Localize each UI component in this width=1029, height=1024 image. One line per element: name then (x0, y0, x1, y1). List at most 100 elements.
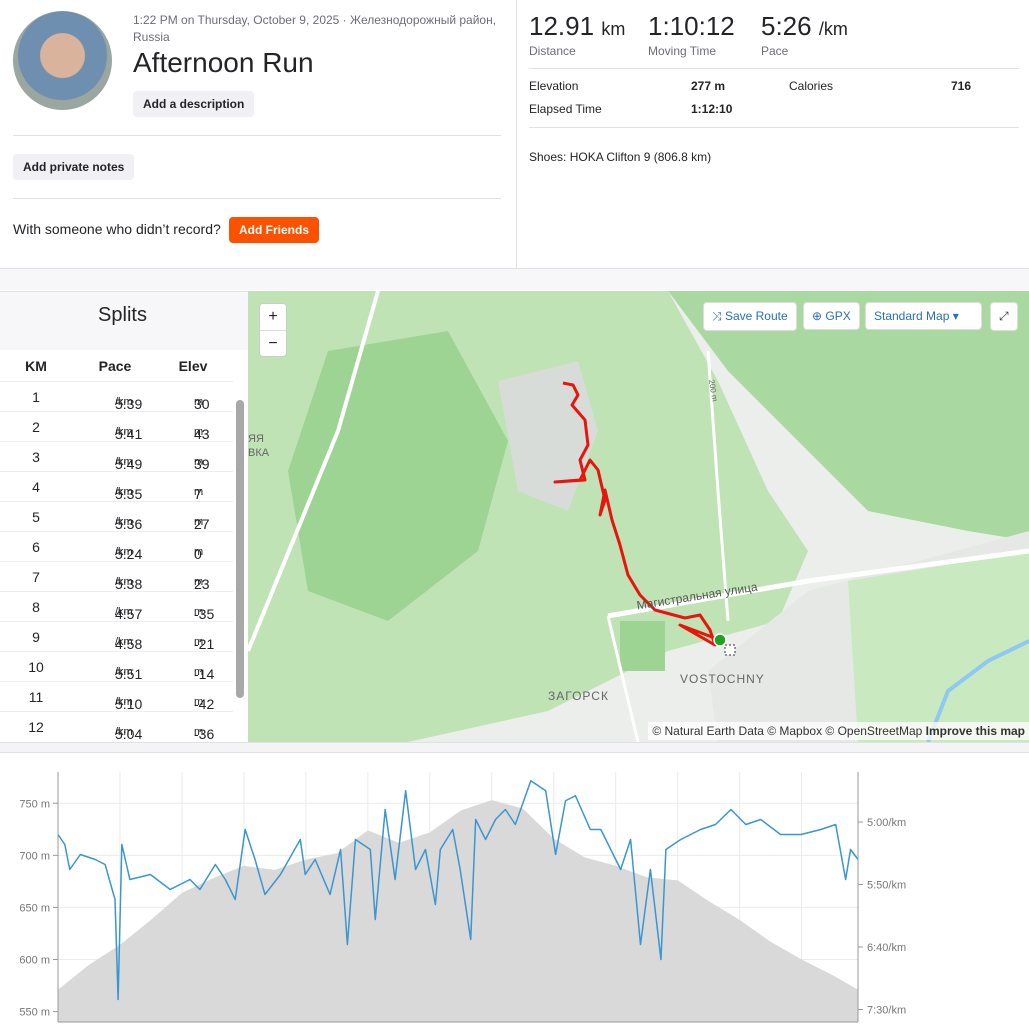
split-pace-value: 5:10 (115, 696, 143, 712)
divider (516, 0, 517, 268)
y-tick-label: 600 m (19, 955, 50, 967)
resize-handle[interactable] (0, 742, 1029, 753)
gap (0, 269, 1029, 290)
split-km: 3 (32, 449, 40, 465)
divider (0, 268, 1029, 269)
add-description-button[interactable]: Add a description (133, 91, 255, 117)
split-pace-unit: /km (115, 546, 133, 558)
y2-tick-label: 7:30/km (867, 1005, 906, 1017)
split-pace-unit: /km (115, 636, 133, 648)
stat-number: 1:10:12 (648, 11, 735, 41)
gpx-button[interactable]: ⊕ GPX (804, 303, 859, 329)
split-pace-value: 5:51 (115, 666, 143, 682)
stat-value: 716 (951, 79, 972, 93)
start-marker (713, 633, 727, 647)
stat-unit: /km (818, 19, 848, 39)
split-pace-unit: /km (115, 426, 133, 438)
scrollbar[interactable] (236, 400, 244, 698)
split-elev-value: -42 (194, 696, 215, 712)
map-label: ЗАГОРСК (548, 689, 609, 703)
split-elev-unit: m (194, 396, 204, 408)
improve-map-link[interactable]: Improve this map (925, 724, 1025, 738)
split-pace-value: 5:38 (115, 576, 143, 592)
split-km: 6 (32, 539, 40, 555)
private-notes-button[interactable]: Add private notes (13, 154, 135, 180)
map-label: ЯЯ (248, 433, 264, 445)
y-tick-label: 750 m (19, 798, 50, 810)
splits-column-header: Pace (98, 358, 132, 374)
split-pace-unit: /km (115, 396, 133, 408)
split-row: 3 5:49 /km 39 m (0, 441, 233, 472)
split-pace-unit: /km (115, 456, 133, 468)
split-elev-value: 0 (194, 546, 202, 562)
stat-value: 5:26 /km (761, 11, 848, 42)
split-row: 10 5:51 /km -14 m (0, 651, 233, 682)
y-tick-label: 550 m (19, 1007, 50, 1019)
split-pace-value: 5:04 (115, 726, 143, 742)
split-elev-value: 7 (194, 486, 202, 502)
split-row: 12 5:04 /km -36 m (0, 711, 233, 742)
y2-tick-label: 6:40/km (867, 942, 906, 954)
split-pace-unit: /km (115, 606, 133, 618)
stat-unit: km (601, 19, 626, 39)
split-row: 4 5:35 /km 7 m (0, 471, 233, 502)
split-elev-unit: m (194, 726, 204, 738)
split-pace-value: 5:41 (115, 426, 143, 442)
split-row: 2 5:41 /km 43 m (0, 411, 233, 442)
split-pace-unit: /km (115, 726, 133, 738)
split-elev-unit: m (194, 486, 204, 498)
split-km: 12 (28, 719, 44, 735)
route (553, 381, 721, 647)
pace-line (57, 780, 859, 1001)
split-elev-value: 39 (194, 456, 210, 472)
split-elev-value: 43 (194, 426, 210, 442)
split-row: 1 5:39 /km 30 m (0, 381, 233, 412)
map-label: ВКА (248, 447, 270, 459)
split-elev-unit: m (194, 546, 204, 558)
clearing (498, 361, 598, 511)
split-pace-unit: /km (115, 576, 133, 588)
stat-value: 1:10:12 (648, 11, 735, 42)
add-friends-button[interactable]: Add Friends (229, 217, 320, 243)
road (706, 350, 730, 622)
split-row: 9 4:58 /km -21 m (0, 621, 233, 652)
zoom-out[interactable]: − (268, 335, 278, 352)
split-elev-value: 30 (194, 396, 210, 412)
splits-panel: Splits KM Pace Elev 1 5:39 /km 30 m 2 5:41 /km 4… (0, 291, 248, 743)
split-pace-value: 5:35 (115, 486, 143, 502)
attribution-text: © Natural Earth Data © Mapbox © OpenStre… (652, 724, 923, 738)
save-route-button[interactable]: ⤨ Save Route (704, 303, 796, 330)
fullscreen-button[interactable]: ⤢ (991, 303, 1017, 330)
split-pace-unit: /km (115, 666, 133, 678)
split-pace-value: 5:36 (115, 516, 143, 532)
split-elev-value: -35 (194, 606, 215, 622)
split-km: 5 (32, 509, 40, 525)
forest (288, 331, 508, 621)
zoom-in[interactable]: + (260, 304, 286, 331)
splits-column-header: Elev (178, 358, 208, 374)
road (248, 291, 380, 652)
y2-tick-label: 5:50/km (867, 880, 906, 892)
split-pace-unit: /km (115, 516, 133, 528)
split-pace-value: 4:58 (115, 636, 143, 652)
map[interactable]: Магистральная улица ЗАГОРСК VOSTOCHNY 20… (248, 291, 1029, 742)
split-elev-unit: m (194, 666, 204, 678)
attribution: © Natural Earth Data © Mapbox © OpenStre… (648, 722, 1029, 740)
stat-label: Elapsed Time (529, 102, 602, 116)
split-elev-value: 27 (194, 516, 210, 532)
split-km: 7 (32, 569, 40, 585)
stat-label: Calories (789, 79, 834, 93)
split-elev-unit: m (194, 606, 204, 618)
map-style-label: Standard Map (874, 309, 950, 323)
map-style-button[interactable]: Standard Map ▾ (866, 303, 981, 329)
stat-value: 12.91 km (529, 11, 625, 42)
y2-tick-label: 5:00/km (867, 817, 906, 829)
fields (848, 551, 1029, 742)
friends-prompt: With someone who didn’t record? (13, 221, 221, 237)
stat-label: Pace (761, 44, 789, 58)
avatar[interactable] (13, 11, 112, 110)
park (620, 621, 665, 671)
stat-number: 5:26 (761, 11, 812, 41)
